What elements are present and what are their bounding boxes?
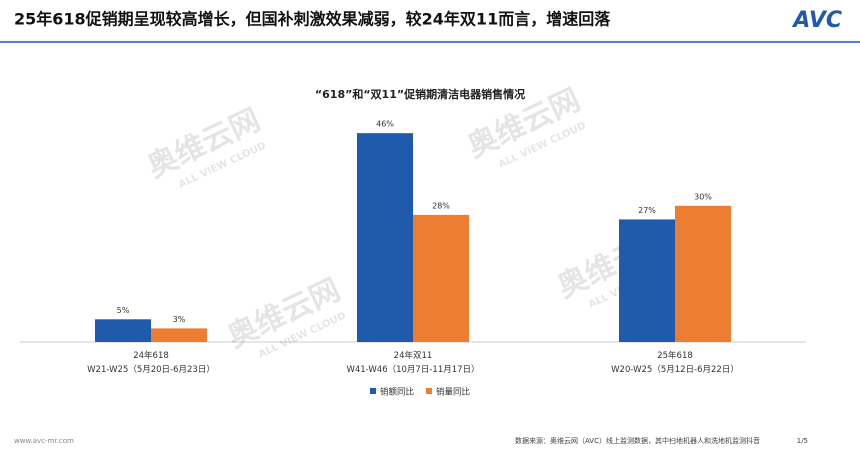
legend-swatch — [426, 388, 432, 394]
bar — [619, 219, 675, 342]
footer-url: www.avc-mr.com — [14, 437, 74, 445]
bar — [151, 328, 207, 342]
legend-label: 销量同比 — [436, 387, 470, 398]
value-label: 28% — [432, 201, 450, 210]
page-number: 1/5 — [797, 437, 808, 445]
value-label: 5% — [117, 306, 130, 315]
logo: AVC — [791, 8, 842, 33]
x-tick-label: 25年618 W20-W25（5月12日-6月22日） — [611, 351, 739, 375]
x-tick-label: 24年618 W21-W25（5月20日-6月23日） — [87, 351, 215, 375]
bar — [357, 133, 413, 342]
value-label: 27% — [638, 206, 656, 215]
bar — [95, 319, 151, 342]
legend-swatch — [370, 388, 376, 394]
value-label: 46% — [376, 120, 394, 129]
legend-label: 销额同比 — [380, 387, 414, 398]
slide-title: 25年618促销期呈现较高增长，但国补刺激效果减弱，较24年双11而言，增速回落 — [14, 10, 611, 29]
value-label: 30% — [694, 192, 712, 201]
bar — [413, 214, 469, 342]
x-tick-label: 24年双11 W41-W46（10月7日-11月17日） — [346, 351, 480, 375]
footer-source: 数据来源：奥维云网（AVC）线上监测数据，其中扫地机器人和洗地机监测抖音 — [515, 436, 760, 445]
chart-title: “618”和“双11”促销期清洁电器销售情况 — [315, 87, 525, 101]
value-label: 3% — [173, 315, 186, 324]
bar — [675, 205, 731, 342]
